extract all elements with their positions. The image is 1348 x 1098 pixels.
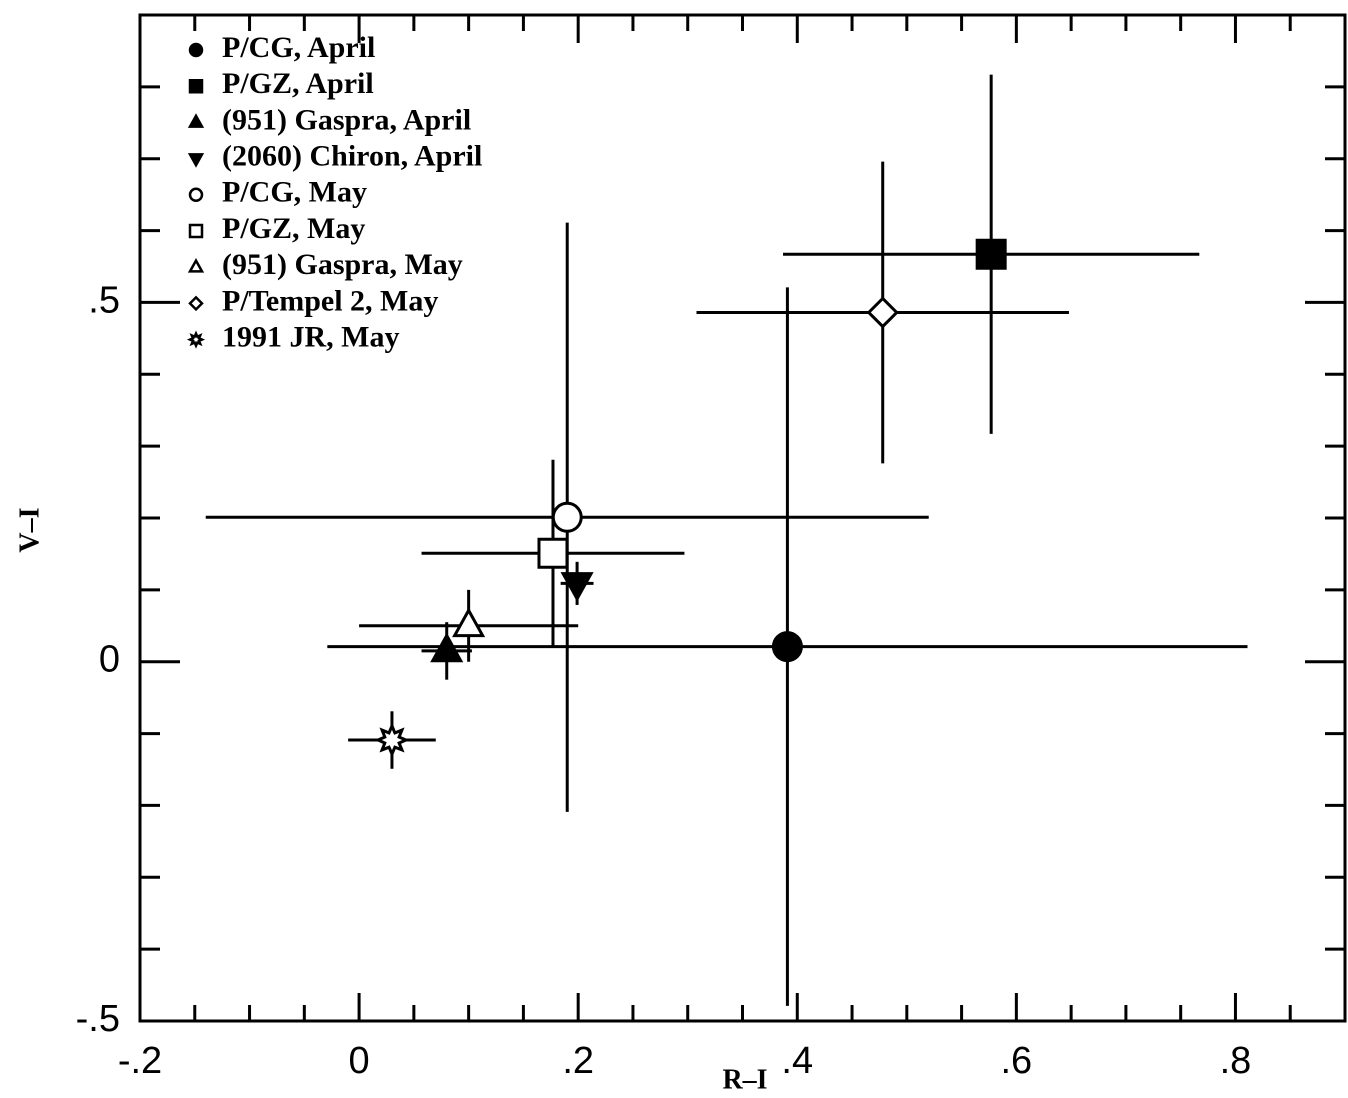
data-point bbox=[975, 238, 1007, 270]
legend-label: P/CG, April bbox=[222, 31, 375, 64]
legend-marker bbox=[188, 223, 204, 239]
data-point bbox=[551, 501, 583, 533]
x-tick-label: .4 bbox=[781, 1040, 813, 1082]
legend-label: (951) Gaspra, April bbox=[222, 103, 471, 136]
legend-label: 1991 JR, May bbox=[222, 320, 399, 353]
y-tick-label: .5 bbox=[88, 279, 120, 321]
legend-label: P/Tempel 2, May bbox=[222, 284, 438, 317]
x-axis-label: R–I bbox=[722, 1064, 767, 1095]
legend-marker bbox=[188, 42, 204, 58]
legend-marker bbox=[187, 113, 205, 128]
legend-marker bbox=[188, 78, 204, 94]
y-axis-label: V–I bbox=[14, 507, 45, 552]
data-point bbox=[560, 572, 594, 602]
x-tick-label: .8 bbox=[1220, 1040, 1252, 1082]
data-point bbox=[866, 296, 899, 329]
x-tick-label: -.2 bbox=[118, 1040, 162, 1082]
y-tick-label: 0 bbox=[99, 639, 120, 681]
x-tick-label: .6 bbox=[1001, 1040, 1033, 1082]
data-point bbox=[430, 632, 464, 663]
legend-marker bbox=[188, 295, 204, 312]
legend-label: (951) Gaspra, May bbox=[222, 248, 463, 281]
legend-marker bbox=[187, 258, 205, 273]
data-point bbox=[374, 722, 410, 758]
x-tick-label: .2 bbox=[562, 1040, 594, 1082]
legend-label: (2060) Chiron, April bbox=[222, 139, 482, 172]
data-point bbox=[771, 631, 803, 663]
legend-marker bbox=[187, 153, 205, 168]
x-tick-label: 0 bbox=[349, 1040, 370, 1082]
data-point bbox=[452, 607, 486, 638]
y-tick-label: -.5 bbox=[76, 998, 120, 1040]
legend-marker bbox=[188, 187, 204, 203]
legend-label: P/GZ, May bbox=[222, 212, 365, 245]
legend-label: P/GZ, April bbox=[222, 67, 374, 100]
legend-marker bbox=[186, 330, 206, 349]
legend-label: P/CG, May bbox=[222, 176, 367, 209]
data-point bbox=[537, 537, 569, 569]
